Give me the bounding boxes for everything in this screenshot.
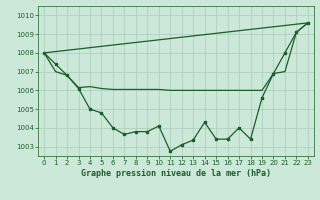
X-axis label: Graphe pression niveau de la mer (hPa): Graphe pression niveau de la mer (hPa) [81,169,271,178]
